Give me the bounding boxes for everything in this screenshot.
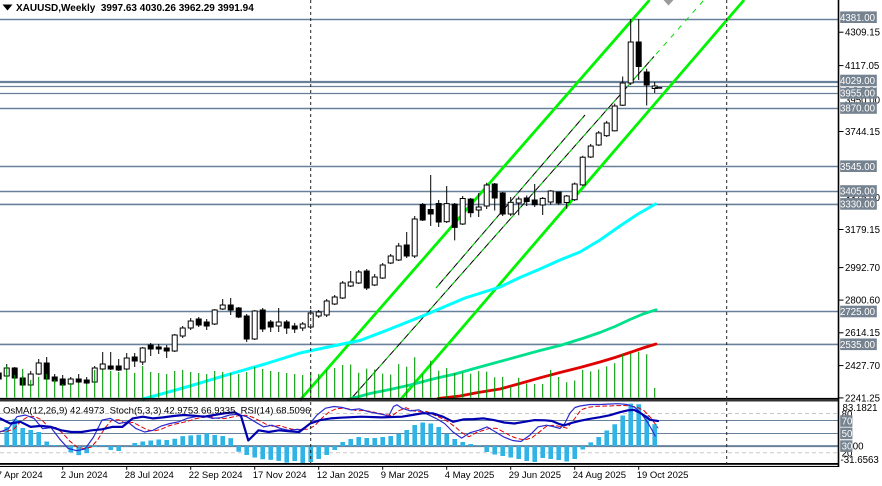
svg-text:3955.00: 3955.00 [840, 89, 876, 100]
svg-text:24 Aug 2025: 24 Aug 2025 [573, 470, 626, 481]
svg-text:7 Apr 2024: 7 Apr 2024 [0, 470, 43, 481]
svg-text:20: 20 [842, 448, 853, 459]
svg-text:3545.00: 3545.00 [840, 162, 876, 173]
svg-text:30: 30 [842, 442, 853, 453]
svg-text:3179.15: 3179.15 [845, 225, 880, 236]
svg-text:2800.60: 2800.60 [845, 296, 881, 307]
svg-text:4309.15: 4309.15 [845, 28, 880, 39]
svg-text:3330.00: 3330.00 [840, 200, 876, 211]
svg-text:4117.05: 4117.05 [845, 61, 879, 72]
svg-text:4 May 2025: 4 May 2025 [445, 470, 495, 481]
svg-text:9 Mar 2025: 9 Mar 2025 [381, 470, 429, 481]
svg-text:17 Nov 2024: 17 Nov 2024 [253, 470, 307, 481]
svg-text:83.1821: 83.1821 [843, 403, 878, 414]
svg-text:29 Jun 2025: 29 Jun 2025 [509, 470, 561, 481]
svg-text:3405.00: 3405.00 [840, 187, 876, 198]
svg-text:50: 50 [842, 429, 853, 440]
svg-text:3744.15: 3744.15 [845, 127, 880, 138]
svg-text:70: 70 [842, 416, 853, 427]
svg-text:2535.00: 2535.00 [840, 340, 876, 351]
svg-text:2241.25: 2241.25 [845, 393, 880, 404]
svg-text:2614.15: 2614.15 [845, 328, 880, 339]
svg-text:3870.00: 3870.00 [840, 104, 876, 115]
svg-text:XAUUSD,Weekly 3997.63 4030.26: XAUUSD,Weekly 3997.63 4030.26 3962.29 39… [16, 3, 254, 14]
svg-text:4381.00: 4381.00 [840, 13, 876, 24]
svg-text:2427.70: 2427.70 [845, 361, 881, 372]
svg-text:4029.00: 4029.00 [840, 76, 876, 87]
svg-text:2992.70: 2992.70 [845, 263, 881, 274]
svg-text:2 Jun 2024: 2 Jun 2024 [61, 470, 108, 481]
svg-text:80: 80 [842, 409, 853, 420]
svg-text:12 Jan 2025: 12 Jan 2025 [317, 470, 369, 481]
svg-text:-31.6563: -31.6563 [841, 455, 879, 466]
svg-text:28 Jul 2024: 28 Jul 2024 [125, 470, 174, 481]
svg-text:00: 00 [853, 442, 864, 453]
svg-text:2725.00: 2725.00 [840, 307, 876, 318]
svg-text:19 Oct 2025: 19 Oct 2025 [637, 470, 689, 481]
svg-text:22 Sep 2024: 22 Sep 2024 [189, 470, 243, 481]
svg-text:3950.00: 3950.00 [845, 95, 881, 106]
svg-text:OsMA(12,26,9) 42.4973 Stoch(5: OsMA(12,26,9) 42.4973 Stoch(5,3,3) 42.97… [3, 406, 310, 417]
